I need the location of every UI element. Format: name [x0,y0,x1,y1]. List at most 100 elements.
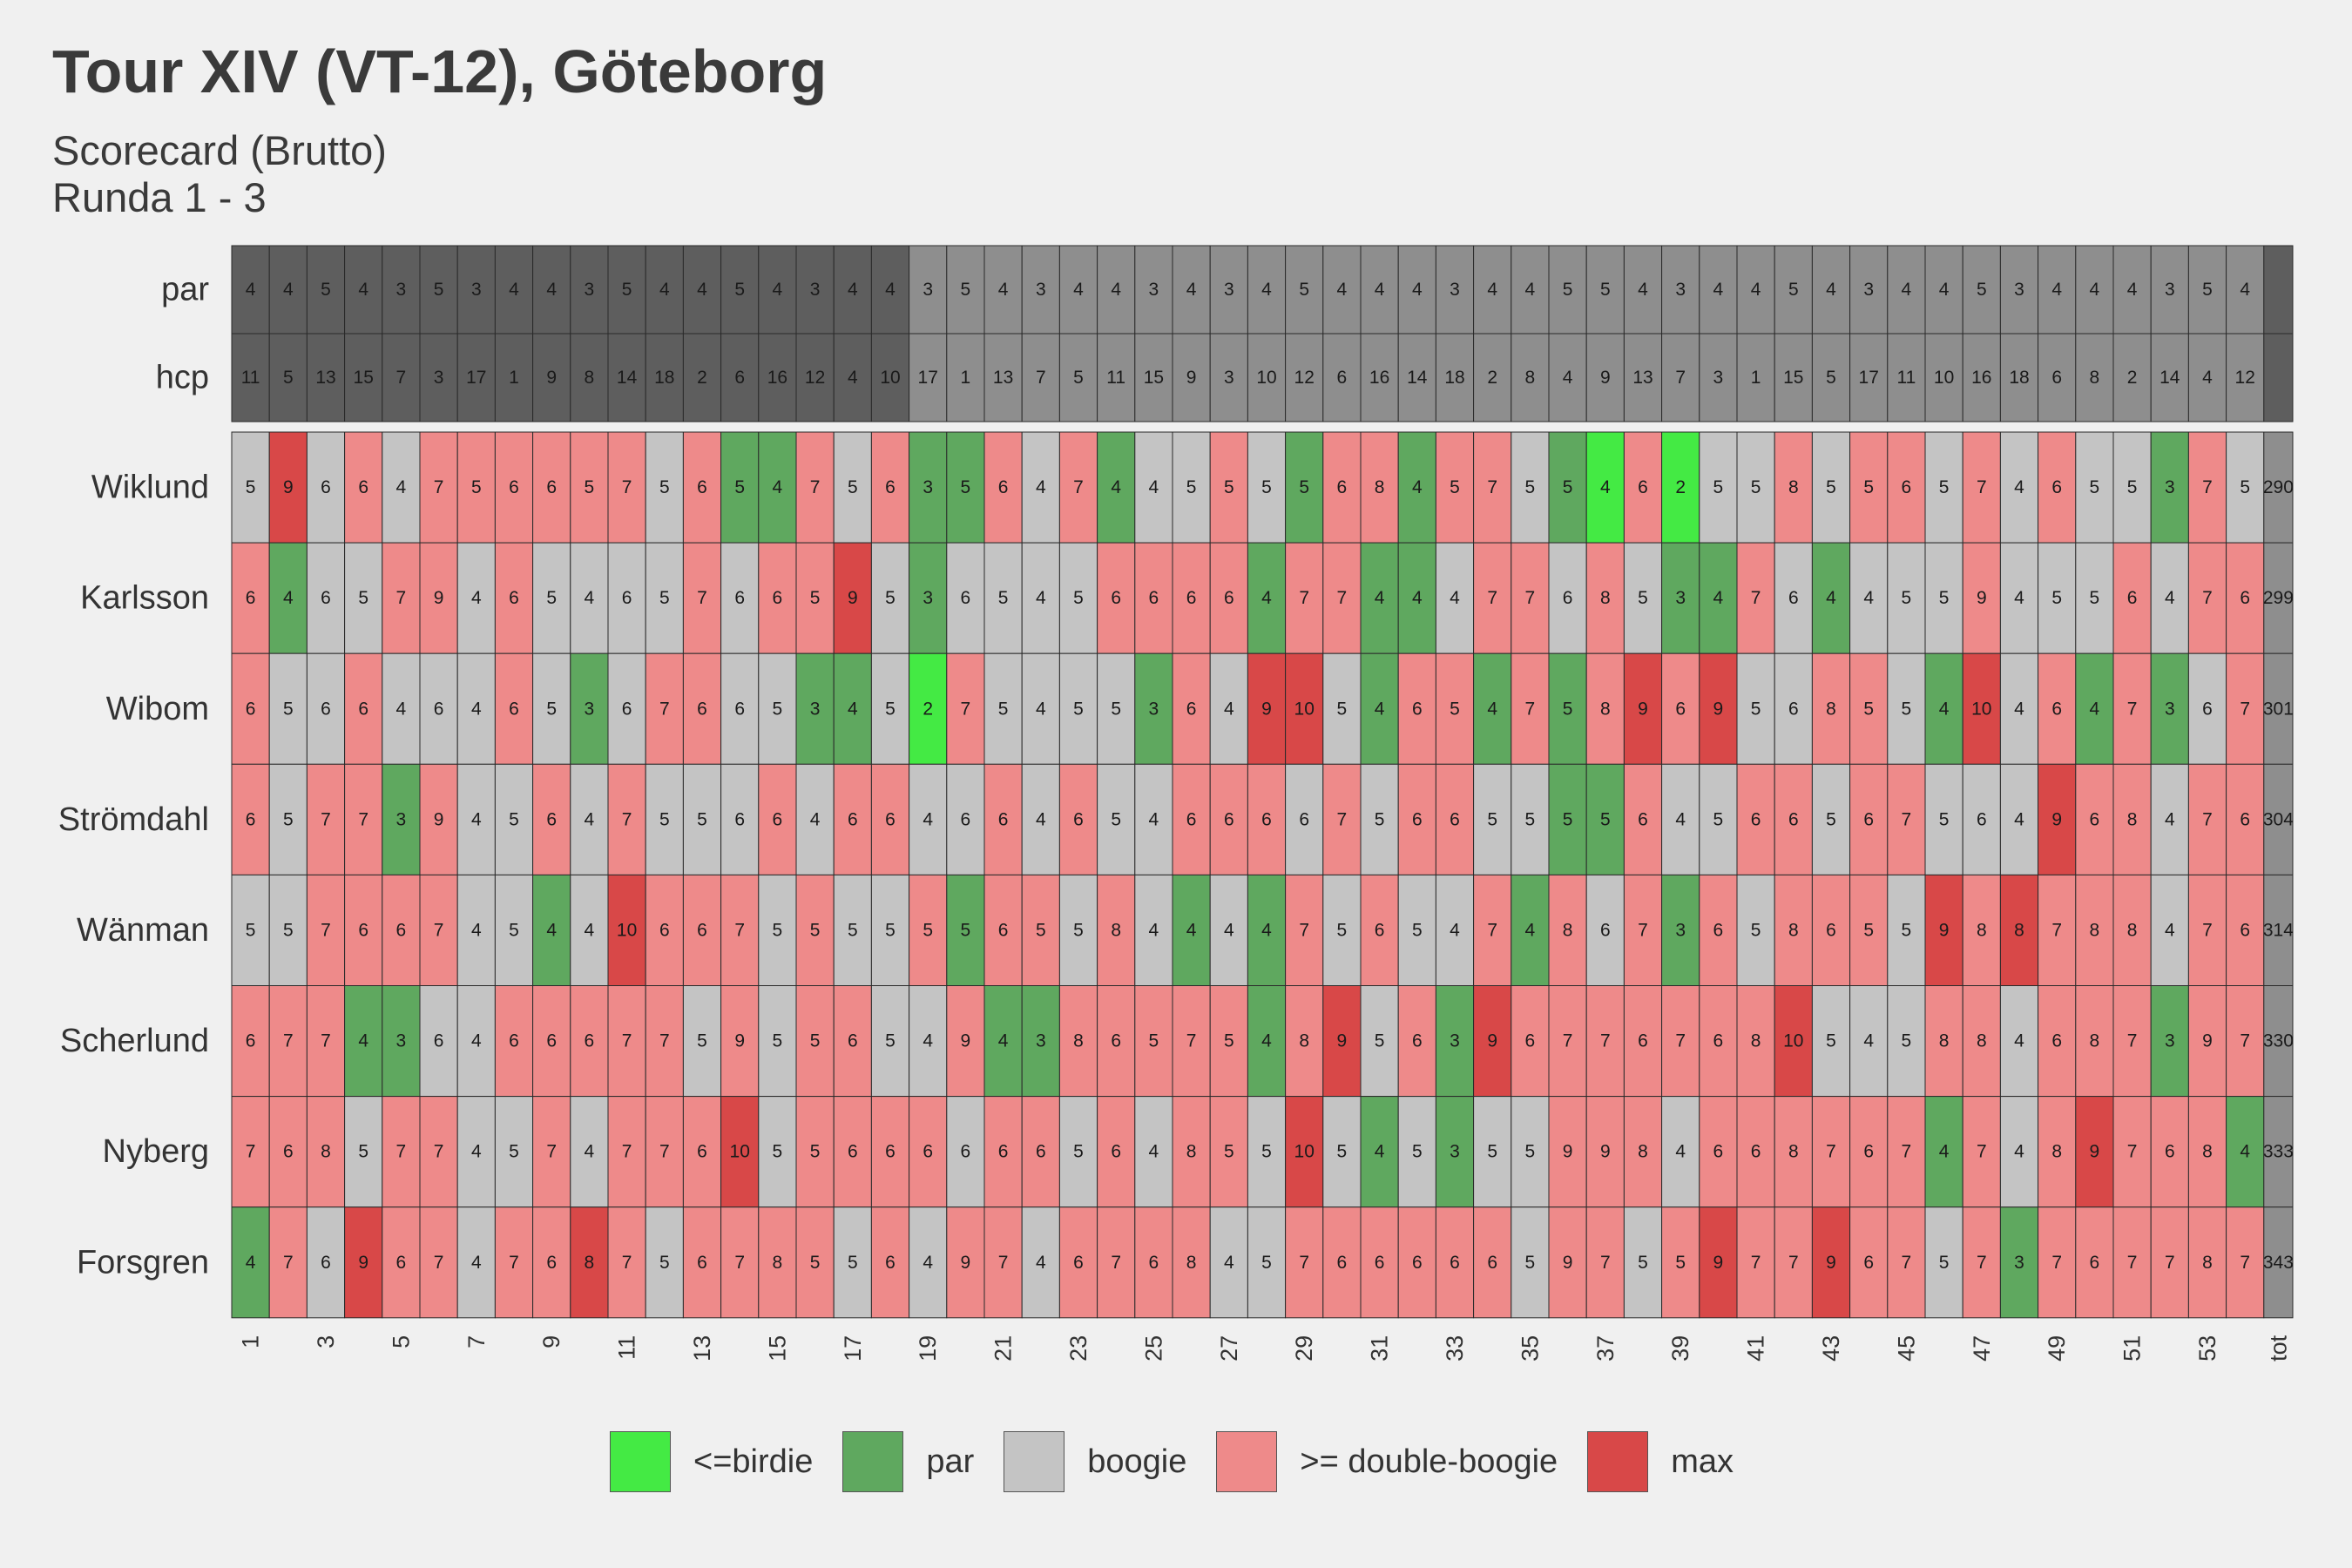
score-cell [1924,542,1963,654]
score-value: 5 [773,1031,783,1051]
score-value: 3 [2014,1253,2024,1273]
score-cell [833,763,872,875]
par-cell [532,245,571,335]
score-cell [1849,1096,1889,1208]
par-value: 4 [885,280,896,300]
score-cell [1962,1096,2001,1208]
legend-label-double: >= double-boogie [1300,1443,1558,1480]
score-value: 6 [1713,1031,1724,1051]
score-value: 5 [358,1142,368,1162]
score-cell [344,431,383,544]
score-cell [1548,431,1587,544]
score-cell [1058,1096,1098,1208]
hcp-value: 6 [734,368,745,388]
score-cell [2112,874,2152,987]
par-cell [570,245,609,335]
chart-subtitle: Scorecard (Brutto) Runda 1 - 3 [52,127,387,221]
score-cell [1699,542,1738,654]
score-cell [758,763,797,875]
score-cell [1209,985,1248,1098]
score-value: 9 [1713,699,1724,719]
score-value: 7 [283,1253,294,1273]
score-value: 5 [659,809,670,829]
score-value: 5 [1751,477,1761,497]
score-cell [532,1096,571,1208]
score-cell [645,1206,684,1319]
score-cell [1097,652,1136,765]
score-value: 7 [434,1142,444,1162]
score-value: 5 [246,477,256,497]
score-value: 7 [2051,1253,2062,1273]
score-value: 9 [1638,699,1648,719]
hcp-total-cell [2263,333,2294,422]
score-cell [2150,652,2189,765]
score-value: 10 [617,920,637,940]
par-cell [2112,245,2152,335]
score-value: 5 [1111,809,1121,829]
par-value: 4 [1713,280,1724,300]
score-value: 6 [1036,1142,1046,1162]
score-cell [1999,1206,2039,1319]
score-value: 5 [1073,699,1084,719]
score-cell [720,763,760,875]
score-cell [2075,431,2114,544]
score-value: 3 [1450,1031,1460,1051]
score-cell [946,652,985,765]
score-value: 7 [659,1031,670,1051]
score-cell [1435,1096,1475,1208]
score-cell [645,985,684,1098]
score-cell [1097,1096,1136,1208]
score-cell [946,1096,985,1208]
score-value: 8 [1186,1142,1197,1162]
score-value: 4 [1375,699,1385,719]
score-cell [1285,1206,1324,1319]
hcp-value: 9 [546,368,557,388]
hcp-cell [645,333,684,422]
score-cell [2112,763,2152,875]
hcp-cell [720,333,760,422]
score-cell [1285,763,1324,875]
score-value: 4 [1939,1142,1950,1162]
score-value: 6 [848,1031,858,1051]
score-value: 5 [1751,920,1761,940]
score-cell [645,542,684,654]
score-cell [1021,1096,1060,1208]
score-value: 3 [1036,1031,1046,1051]
score-cell [1285,985,1324,1098]
score-cell [456,763,496,875]
score-cell [720,1096,760,1208]
score-cell [456,874,496,987]
hcp-cell [1397,333,1436,422]
score-cell [231,652,270,765]
par-cell [1360,245,1399,335]
score-cell [720,431,760,544]
score-cell [1473,985,1512,1098]
score-cell [983,763,1023,875]
score-value: 10 [730,1142,750,1162]
score-value: 9 [1337,1031,1348,1051]
score-value: 4 [1675,1142,1686,1162]
score-cell [268,985,308,1098]
score-value: 6 [1600,920,1611,940]
score-cell [2187,1096,2227,1208]
score-value: 5 [1902,1031,1912,1051]
score-value: 5 [1525,1142,1536,1162]
score-value: 4 [1261,1031,1272,1051]
score-value: 4 [1375,1142,1385,1162]
score-value: 7 [998,1253,1009,1273]
header-label-par: par [161,272,209,308]
hcp-value: 2 [1487,368,1497,388]
score-cell [1058,763,1098,875]
score-value: 7 [1299,920,1309,940]
par-value: 5 [961,280,971,300]
hcp-cell [1623,333,1663,422]
score-cell [231,874,270,987]
score-value: 4 [585,809,595,829]
score-cell [1774,985,1813,1098]
score-value: 2 [923,699,933,719]
par-cell [833,245,872,335]
score-value: 4 [2165,920,2175,940]
hcp-cell [268,333,308,422]
score-value: 6 [773,588,783,608]
score-value: 5 [1450,699,1460,719]
